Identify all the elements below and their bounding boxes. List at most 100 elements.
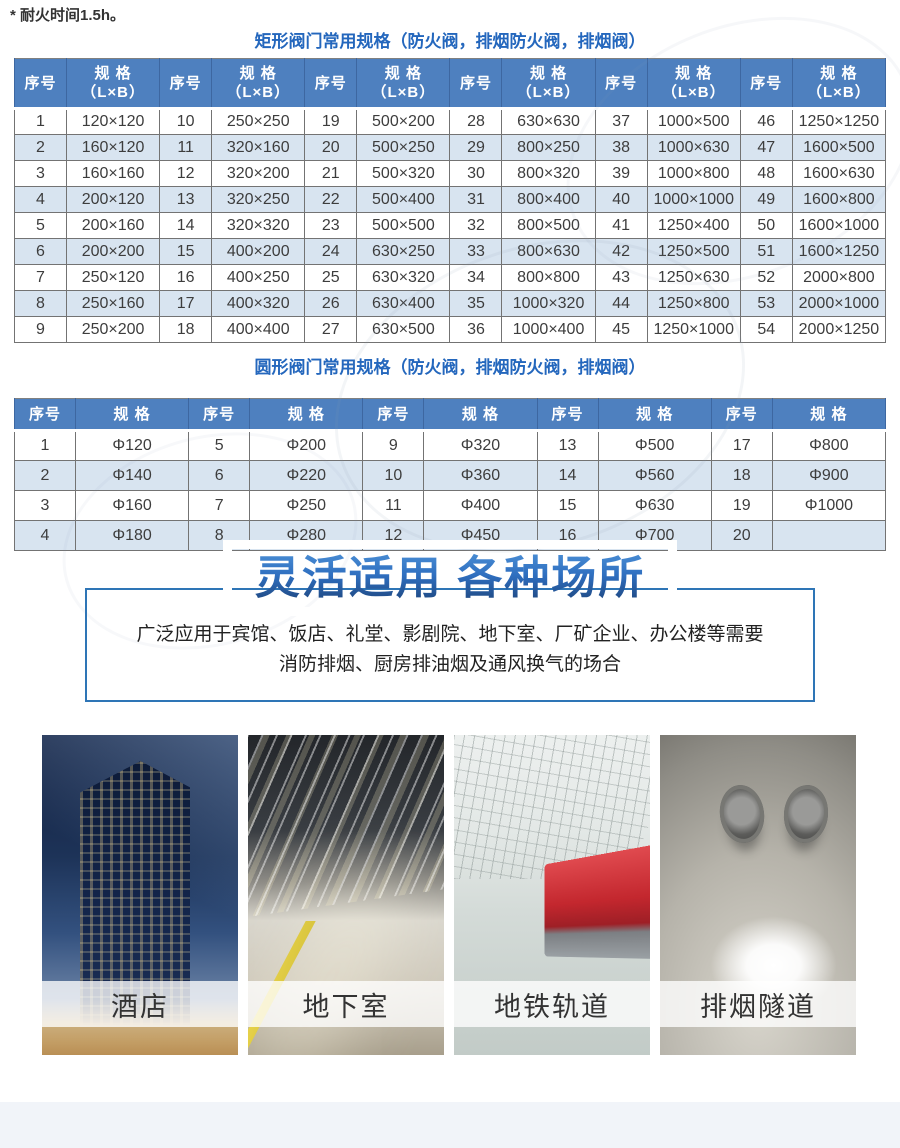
serial-cell: 16: [159, 264, 213, 291]
serial-cell: 24: [304, 238, 358, 265]
section-heading: 灵活适用 各种场所: [97, 548, 803, 610]
spec-cell: 1250×800: [646, 290, 741, 317]
spec-cell: 250×120: [65, 264, 161, 291]
table-row: 7 250×120 16 400×250 25 630×320 34 800×800 43 125…: [14, 264, 887, 291]
serial-cell: 47: [739, 134, 793, 161]
spec-cell: 320×200: [211, 160, 306, 187]
serial-cell: 3: [14, 490, 76, 521]
header-spec: 规 格（L×B）: [501, 58, 596, 110]
serial-cell: 14: [536, 460, 599, 491]
spec-cell: Φ500: [597, 430, 712, 461]
spec-cell: 160×160: [65, 160, 161, 187]
spec-cell: 1250×630: [646, 264, 741, 291]
header-spec: 规 格: [249, 398, 364, 432]
header-serial: 序号: [536, 398, 599, 432]
spec-cell: 800×400: [501, 186, 596, 213]
serial-cell: 39: [594, 160, 648, 187]
serial-cell: 37: [594, 108, 648, 135]
serial-cell: 20: [304, 134, 358, 161]
round-table-header: 序号规 格序号规 格序号规 格序号规 格序号规 格: [14, 398, 887, 432]
serial-cell: 48: [739, 160, 793, 187]
serial-cell: 35: [449, 290, 503, 317]
spec-cell: 500×320: [356, 160, 451, 187]
spec-cell: 160×120: [65, 134, 161, 161]
serial-cell: 1: [14, 108, 67, 135]
spec-cell: 500×500: [356, 212, 451, 239]
serial-cell: 19: [304, 108, 358, 135]
table-row: 5 200×160 14 320×320 23 500×500 32 800×500 41 125…: [14, 212, 887, 239]
spec-cell: 320×160: [211, 134, 306, 161]
serial-cell: 36: [449, 316, 503, 343]
serial-cell: 30: [449, 160, 503, 187]
serial-cell: 31: [449, 186, 503, 213]
spec-cell: 800×800: [501, 264, 596, 291]
spec-cell: 250×160: [65, 290, 161, 317]
spec-cell: 1000×500: [646, 108, 741, 135]
spec-cell: 800×320: [501, 160, 596, 187]
spec-cell: 400×250: [211, 264, 306, 291]
header-spec: 规 格（L×B）: [211, 58, 306, 110]
spec-cell: Φ180: [74, 520, 190, 551]
serial-cell: 18: [159, 316, 213, 343]
spec-cell: 250×200: [65, 316, 161, 343]
serial-cell: 51: [739, 238, 793, 265]
round-table-body: 1 Φ120 5 Φ200 9 Φ320 13 Φ500 17 Φ800 2 Φ140 6 Φ220 10 Φ…: [14, 430, 887, 551]
serial-cell: 32: [449, 212, 503, 239]
serial-cell: 53: [739, 290, 793, 317]
serial-cell: 15: [536, 490, 599, 521]
header-spec: 规 格（L×B）: [65, 58, 161, 110]
serial-cell: 3: [14, 160, 67, 187]
spec-cell: 120×120: [65, 108, 161, 135]
serial-cell: 12: [159, 160, 213, 187]
round-table-title: 圆形阀门常用规格（防火阀，排烟防火阀，排烟阀）: [254, 358, 646, 377]
serial-cell: 4: [14, 520, 76, 551]
serial-cell: 6: [188, 460, 251, 491]
spec-cell: 1250×500: [646, 238, 741, 265]
serial-cell: 12: [362, 520, 425, 551]
spec-cell: 1000×320: [501, 290, 596, 317]
serial-cell: 40: [594, 186, 648, 213]
gallery-caption: 地下室: [248, 981, 444, 1027]
table-row: 4 200×120 13 320×250 22 500×400 31 800×400 40 100…: [14, 186, 887, 213]
table-row: 1 120×120 10 250×250 19 500×200 28 630×630 37 100…: [14, 108, 887, 135]
spec-cell: 1600×800: [791, 186, 887, 213]
spec-cell: 1000×1000: [646, 186, 741, 213]
table-row: 2 160×120 11 320×160 20 500×250 29 800×250 38 100…: [14, 134, 887, 161]
spec-cell: Φ250: [249, 490, 364, 521]
serial-cell: 4: [14, 186, 67, 213]
header-serial: 序号: [14, 398, 76, 432]
spec-cell: 630×500: [356, 316, 451, 343]
application-box: 灵活适用 各种场所 广泛应用于宾馆、饭店、礼堂、影剧院、地下室、厂矿企业、办公楼…: [85, 552, 815, 702]
serial-cell: 9: [362, 430, 425, 461]
serial-cell: 20: [710, 520, 773, 551]
serial-cell: 8: [188, 520, 251, 551]
header-serial: 序号: [188, 398, 251, 432]
serial-cell: 8: [14, 290, 67, 317]
table-row: 9 250×200 18 400×400 27 630×500 36 1000×400 45 12…: [14, 316, 887, 343]
serial-cell: 28: [449, 108, 503, 135]
header-serial: 序号: [14, 58, 67, 110]
spec-cell: Φ280: [249, 520, 364, 551]
spec-cell: 1250×1000: [646, 316, 741, 343]
table-row: 6 200×200 15 400×200 24 630×250 33 800×630 42 125…: [14, 238, 887, 265]
serial-cell: 18: [710, 460, 773, 491]
serial-cell: 23: [304, 212, 358, 239]
spec-cell: 1250×400: [646, 212, 741, 239]
serial-cell: 54: [739, 316, 793, 343]
spec-cell: Φ320: [423, 430, 538, 461]
serial-cell: 21: [304, 160, 358, 187]
serial-cell: 45: [594, 316, 648, 343]
spec-cell: 1600×1250: [791, 238, 887, 265]
spec-cell: Φ120: [74, 430, 190, 461]
gallery-card-subway: 地铁轨道: [454, 735, 650, 1055]
serial-cell: 7: [188, 490, 251, 521]
spec-cell: 800×500: [501, 212, 596, 239]
gallery-card-basement: 地下室: [248, 735, 444, 1055]
spec-cell: Φ140: [74, 460, 190, 491]
serial-cell: 13: [536, 430, 599, 461]
spec-cell: 200×200: [65, 238, 161, 265]
spec-cell: 200×160: [65, 212, 161, 239]
spec-cell: 1000×800: [646, 160, 741, 187]
serial-cell: 16: [536, 520, 599, 551]
header-serial: 序号: [594, 58, 648, 110]
